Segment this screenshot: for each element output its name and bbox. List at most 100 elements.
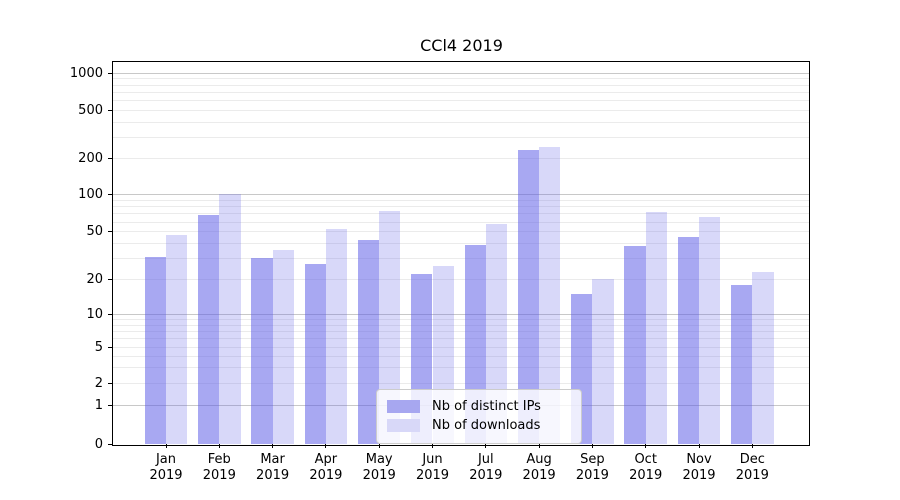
gridlines-layer <box>113 62 809 445</box>
gridline-6 <box>113 338 809 340</box>
x-tick-year: 2019 <box>522 468 556 483</box>
x-tick-label-feb: Feb 2019 <box>187 452 251 484</box>
x-tick-year: 2019 <box>575 468 609 483</box>
bar-aug-downloads <box>539 146 561 444</box>
x-tick-month: Jan <box>155 452 177 467</box>
x-tick-mark-mar <box>272 444 274 448</box>
bar-dec-distinct-ips <box>731 284 753 444</box>
gridline-8 <box>113 324 809 326</box>
x-tick-mark-jun <box>432 444 433 448</box>
legend-item-distinct-ips: Nb of distinct IPs <box>387 398 571 415</box>
bar-aug-distinct-ips <box>517 149 540 444</box>
bar-sep-downloads <box>592 279 614 444</box>
x-tick-month: Aug <box>526 452 552 467</box>
y-tick-label-50: 50 <box>86 224 103 240</box>
legend-swatch <box>387 400 420 413</box>
x-tick-month: Feb <box>207 452 231 467</box>
x-tick-month: Jul <box>477 452 494 467</box>
bar-may-distinct-ips <box>357 239 380 444</box>
y-tick-mark-1 <box>108 405 112 407</box>
x-tick-label-nov: Nov 2019 <box>667 452 731 484</box>
x-tick-label-apr: Apr 2019 <box>294 452 358 484</box>
x-tick-label-mar: Mar 2019 <box>241 452 305 484</box>
gridline-40 <box>113 242 809 244</box>
bar-feb-downloads <box>219 193 241 444</box>
bar-feb-distinct-ips <box>198 215 220 444</box>
x-tick-mark-feb <box>218 444 220 448</box>
y-tick-label-200: 200 <box>78 150 103 166</box>
gridline-3 <box>113 366 809 368</box>
gridline-20 <box>113 278 809 280</box>
x-tick-label-jan: Jan 2019 <box>134 452 198 484</box>
x-tick-month: Dec <box>739 452 765 467</box>
x-tick-month: May <box>365 452 393 467</box>
axes-ticks-layer: 0 1 2 5 10 20 50 100 200 500 1000 Jan 2019 Feb 2019 Mar… <box>70 62 809 483</box>
gridline-70 <box>113 213 809 215</box>
x-tick-year: 2019 <box>469 468 503 483</box>
bar-oct-downloads <box>645 212 667 444</box>
bar-nov-downloads <box>699 216 721 444</box>
x-tick-year: 2019 <box>256 468 290 483</box>
bar-apr-downloads <box>325 228 348 444</box>
bar-apr-distinct-ips <box>304 263 326 444</box>
x-tick-month: Sep <box>580 452 605 467</box>
x-tick-mark-apr <box>325 444 327 448</box>
y-tick-label-100: 100 <box>78 187 103 203</box>
chart-title: CCl4 2019 <box>420 36 503 55</box>
y-tick-label-2: 2 <box>94 375 103 391</box>
x-tick-year: 2019 <box>629 468 663 483</box>
x-tick-mark-sep <box>591 444 593 448</box>
bar-mar-distinct-ips <box>251 258 273 444</box>
legend: Nb of distinct IPs Nb of downloads <box>376 389 582 444</box>
gridline-1000 <box>113 72 809 74</box>
y-tick-label-1000: 1000 <box>69 65 103 81</box>
gridline-30 <box>113 257 809 259</box>
gridline-800 <box>113 84 809 86</box>
x-tick-label-oct: Oct 2019 <box>614 452 678 484</box>
y-tick-label-500: 500 <box>78 102 103 118</box>
x-tick-label-aug: Aug 2019 <box>507 452 571 484</box>
gridline-700 <box>113 91 809 93</box>
x-tick-year: 2019 <box>682 468 716 483</box>
gridline-200 <box>113 157 809 159</box>
x-tick-month: Mar <box>260 452 285 467</box>
x-tick-mark-dec <box>751 444 753 448</box>
gridline-500 <box>113 109 809 111</box>
y-tick-mark-100 <box>108 194 112 196</box>
x-tick-year: 2019 <box>735 468 769 483</box>
x-tick-month: Jun <box>422 452 443 467</box>
legend-label: Nb of distinct IPs <box>432 399 541 414</box>
x-tick-month: Oct <box>634 452 657 467</box>
x-tick-year: 2019 <box>202 468 236 483</box>
y-tick-mark-2 <box>108 382 112 384</box>
y-tick-label-10: 10 <box>86 307 103 323</box>
bar-nov-distinct-ips <box>677 237 699 444</box>
y-tick-label-20: 20 <box>86 271 103 287</box>
plot-area: 0 1 2 5 10 20 50 100 200 500 1000 Jan 2019 Feb 2019 Mar… <box>70 61 810 483</box>
y-tick-label-0: 0 <box>94 436 103 452</box>
bar-jul-downloads <box>485 223 508 444</box>
gridline-80 <box>113 206 809 208</box>
gridline-900 <box>113 78 809 80</box>
gridline-60 <box>113 221 809 223</box>
x-tick-year: 2019 <box>149 468 183 483</box>
gridline-600 <box>113 100 809 102</box>
y-tick-mark-200 <box>108 157 112 159</box>
y-tick-mark-10 <box>108 314 112 316</box>
x-tick-mark-jan <box>165 444 167 448</box>
x-tick-year: 2019 <box>415 468 450 483</box>
x-tick-mark-nov <box>698 444 700 448</box>
x-tick-label-jun: Jun 2019 <box>401 452 465 484</box>
x-tick-label-dec: Dec 2019 <box>720 452 784 484</box>
gridline-7 <box>113 331 809 333</box>
bar-oct-distinct-ips <box>624 245 646 444</box>
x-tick-year: 2019 <box>309 468 343 483</box>
y-tick-mark-5 <box>108 347 112 348</box>
y-tick-mark-1000 <box>108 72 112 74</box>
bar-may-downloads <box>379 211 401 444</box>
gridline-90 <box>113 199 809 201</box>
y-tick-label-1: 1 <box>94 398 103 414</box>
bar-dec-downloads <box>752 271 774 444</box>
x-tick-mark-may <box>378 444 380 448</box>
